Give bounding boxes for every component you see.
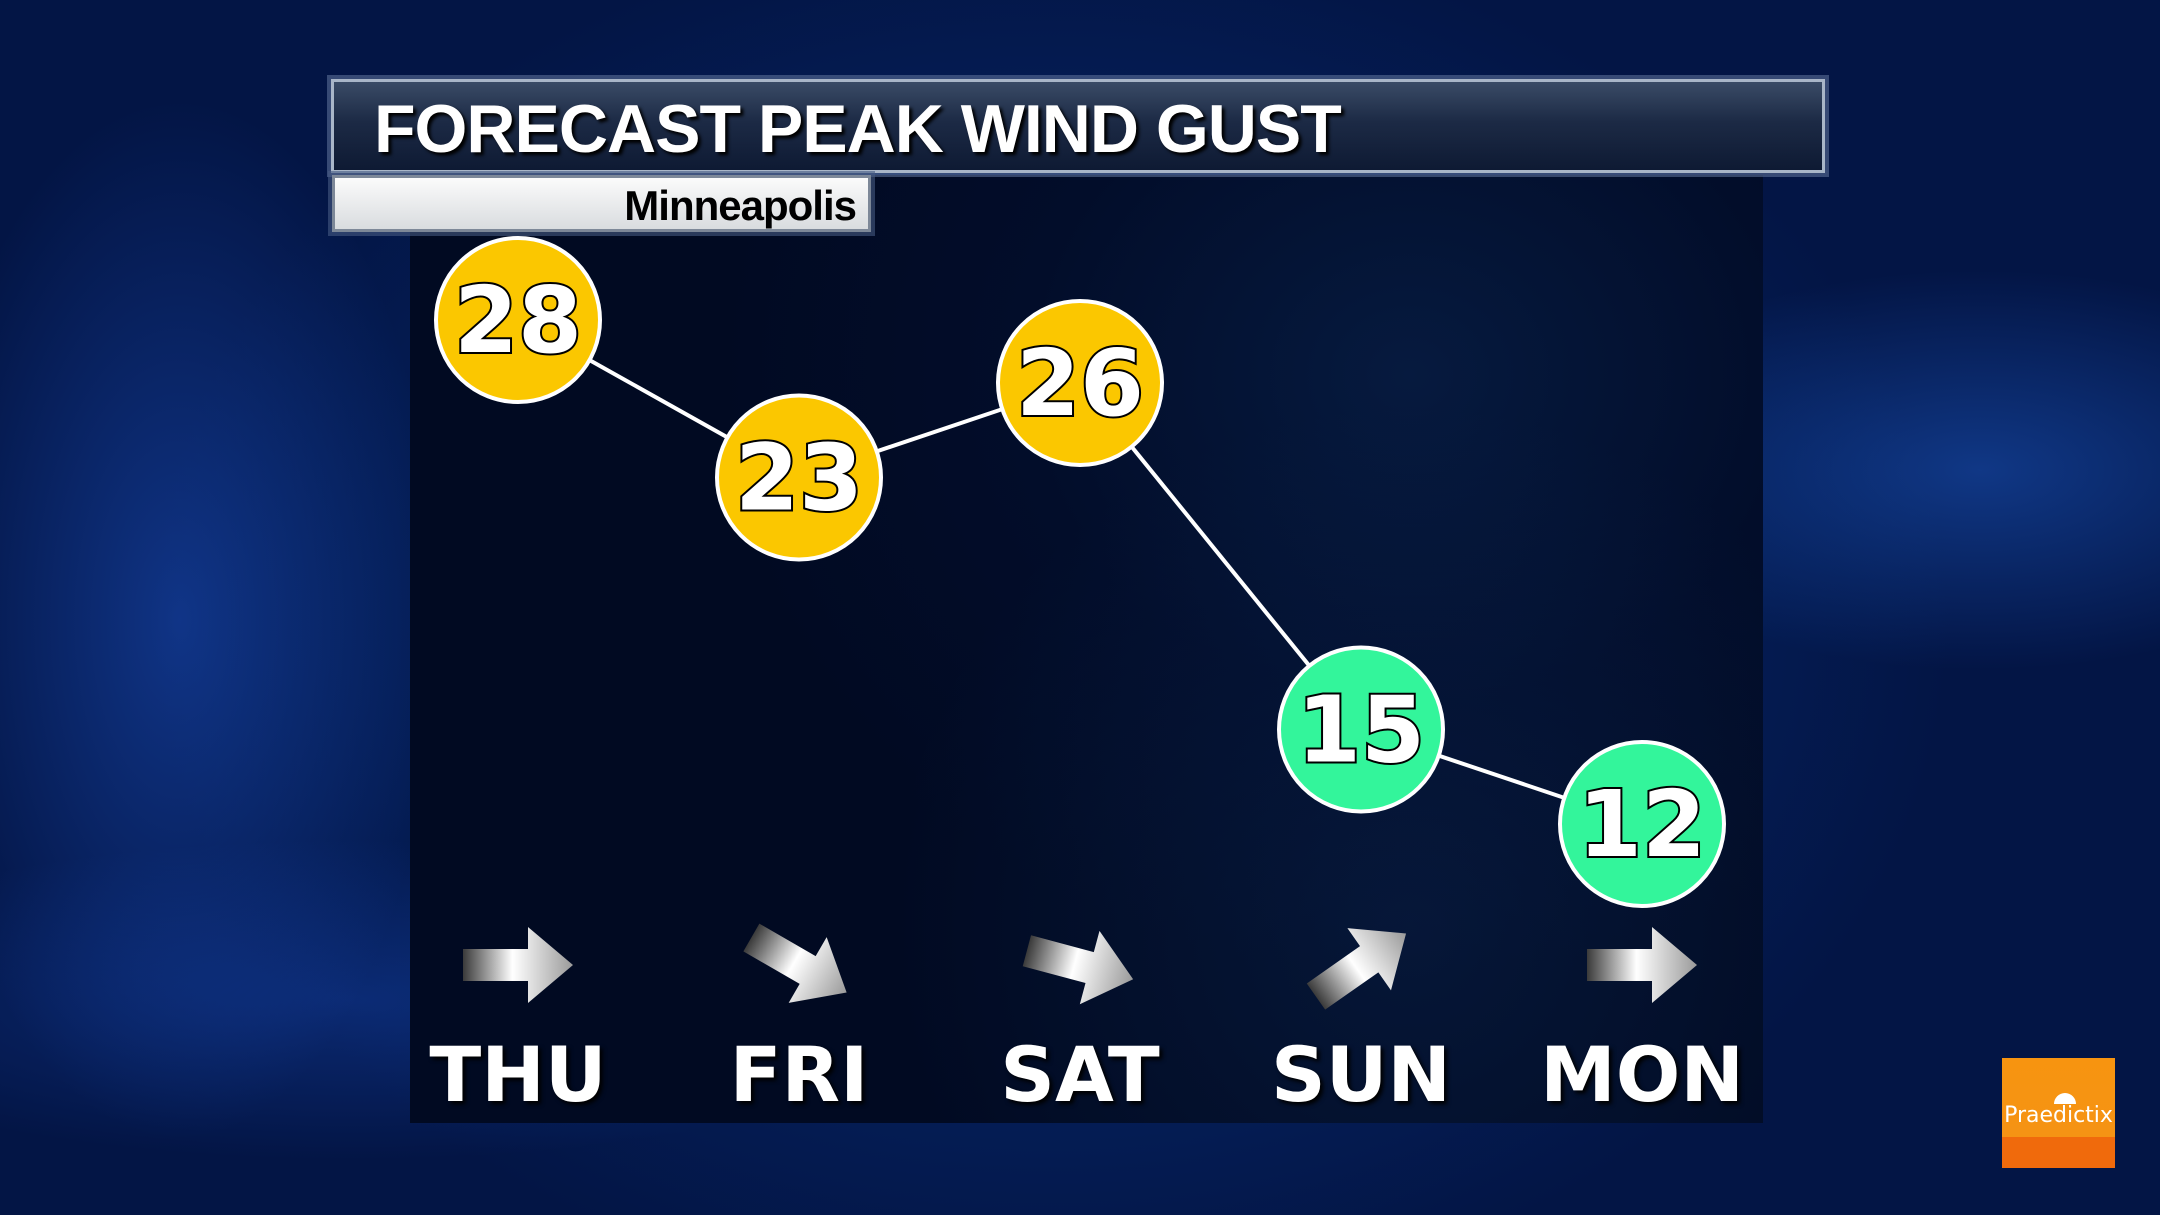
gust-value: 28 <box>454 267 582 374</box>
logo-text: Praedictix <box>2004 1103 2113 1128</box>
gust-value: 15 <box>1297 677 1425 784</box>
title-bar: FORECAST PEAK WIND GUST <box>331 79 1825 173</box>
page-title: FORECAST PEAK WIND GUST <box>374 91 1342 167</box>
location-label: Minneapolis <box>624 182 857 229</box>
day-label: SAT <box>1000 1030 1160 1119</box>
wind-direction-arrow-icon <box>743 923 847 1003</box>
wind-direction-arrow-icon <box>1587 927 1697 1003</box>
day-label: THU <box>429 1030 607 1119</box>
gust-value: 23 <box>735 425 863 532</box>
gust-point-mon: 12 <box>1558 740 1726 908</box>
wind-direction-arrow-icon <box>1306 928 1407 1010</box>
gust-circle <box>434 236 602 404</box>
wind-direction-arrow-icon <box>463 927 573 1003</box>
praedictix-logo: Praedictix <box>2002 1058 2115 1168</box>
gust-point-thu: 28 <box>434 236 602 404</box>
day-label: SUN <box>1270 1030 1452 1119</box>
location-box: Minneapolis <box>332 175 871 232</box>
gust-circle <box>715 393 883 562</box>
day-label: MON <box>1540 1030 1744 1119</box>
wind-direction-arrow-icon <box>1022 930 1134 1005</box>
gust-circle <box>1277 645 1445 814</box>
gust-circle <box>996 299 1164 467</box>
gust-value: 26 <box>1016 330 1144 437</box>
umbrella-icon <box>2054 1093 2076 1104</box>
gust-point-sun: 15 <box>1277 645 1445 814</box>
gust-value: 12 <box>1578 771 1706 878</box>
gust-point-sat: 26 <box>996 299 1164 467</box>
day-label: FRI <box>729 1030 869 1119</box>
gust-circle <box>1558 740 1726 908</box>
gust-point-fri: 23 <box>715 393 883 562</box>
